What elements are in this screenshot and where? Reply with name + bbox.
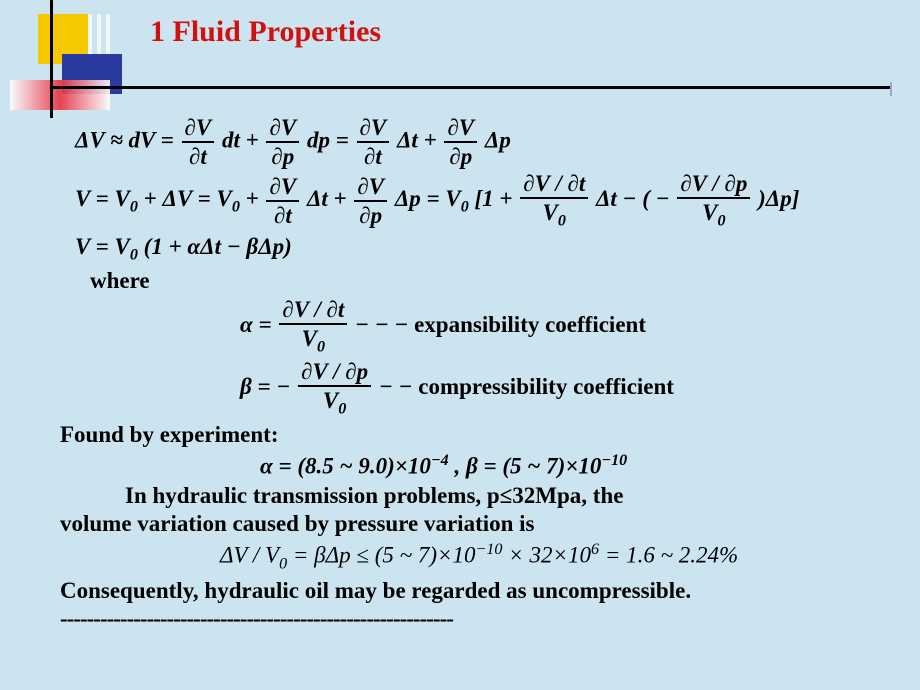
page-title: 1 Fluid Properties: [150, 15, 381, 49]
where-label: where: [90, 268, 900, 294]
alpha-frac: ∂V / ∂t V0: [279, 298, 347, 356]
eq2-frac1: ∂V ∂t: [266, 175, 299, 227]
vertical-rule: [50, 0, 53, 118]
eq2-frac3: ∂V / ∂t V0: [520, 172, 588, 230]
eq2-frac2: ∂V ∂p: [354, 175, 387, 227]
decoration-red-fade: [10, 80, 110, 110]
alpha-label: expansibility coefficient: [414, 312, 646, 337]
content-area: ΔV ≈ dV = ∂V ∂t dt + ∂V ∂p dp = ∂V ∂t Δt…: [60, 112, 900, 634]
equation-beta: β = − ∂V / ∂p V0 − − compressibility coe…: [240, 360, 900, 418]
eq2-frac4: ∂V / ∂p V0: [677, 172, 750, 230]
eq1-frac2: ∂V ∂p: [266, 116, 299, 168]
text-hydraulic-2: volume variation caused by pressure vari…: [60, 511, 900, 537]
decoration-right-tick: [890, 82, 892, 96]
separator-dashes: ----------------------------------------…: [60, 606, 900, 632]
horizontal-rule: [50, 86, 890, 89]
equation-v-expanded: V = V0 + ΔV = V0 + ∂V ∂t Δt + ∂V ∂p Δp =…: [75, 172, 900, 230]
equation-v-final: V = V0 (1 + αΔt − βΔp): [75, 234, 900, 265]
eq1-frac3: ∂V ∂t: [357, 116, 390, 168]
beta-frac: ∂V / ∂p V0: [298, 360, 371, 418]
equation-alpha: α = ∂V / ∂t V0 − − − expansibility coeff…: [240, 298, 900, 356]
equation-values: α = (8.5 ~ 9.0)×10−4 , β = (5 ~ 7)×10−10: [260, 452, 900, 480]
conclusion-text: Consequently, hydraulic oil may be regar…: [60, 578, 900, 604]
text-hydraulic-1: In hydraulic transmission problems, p≤32…: [125, 483, 900, 509]
equation-dv: ΔV ≈ dV = ∂V ∂t dt + ∂V ∂p dp = ∂V ∂t Δt…: [75, 116, 900, 168]
found-by-experiment: Found by experiment:: [60, 422, 900, 448]
eq1-frac1: ∂V ∂t: [182, 116, 215, 168]
slide: 1 Fluid Properties ΔV ≈ dV = ∂V ∂t dt + …: [0, 0, 920, 690]
beta-label: compressibility coefficient: [418, 374, 674, 399]
eq1-lhs: ΔV ≈ dV =: [75, 127, 180, 152]
eq1-frac4: ∂V ∂p: [444, 116, 477, 168]
equation-volume-variation: ΔV / V0 = βΔp ≤ (5 ~ 7)×10−10 × 32×106 =…: [220, 541, 900, 573]
